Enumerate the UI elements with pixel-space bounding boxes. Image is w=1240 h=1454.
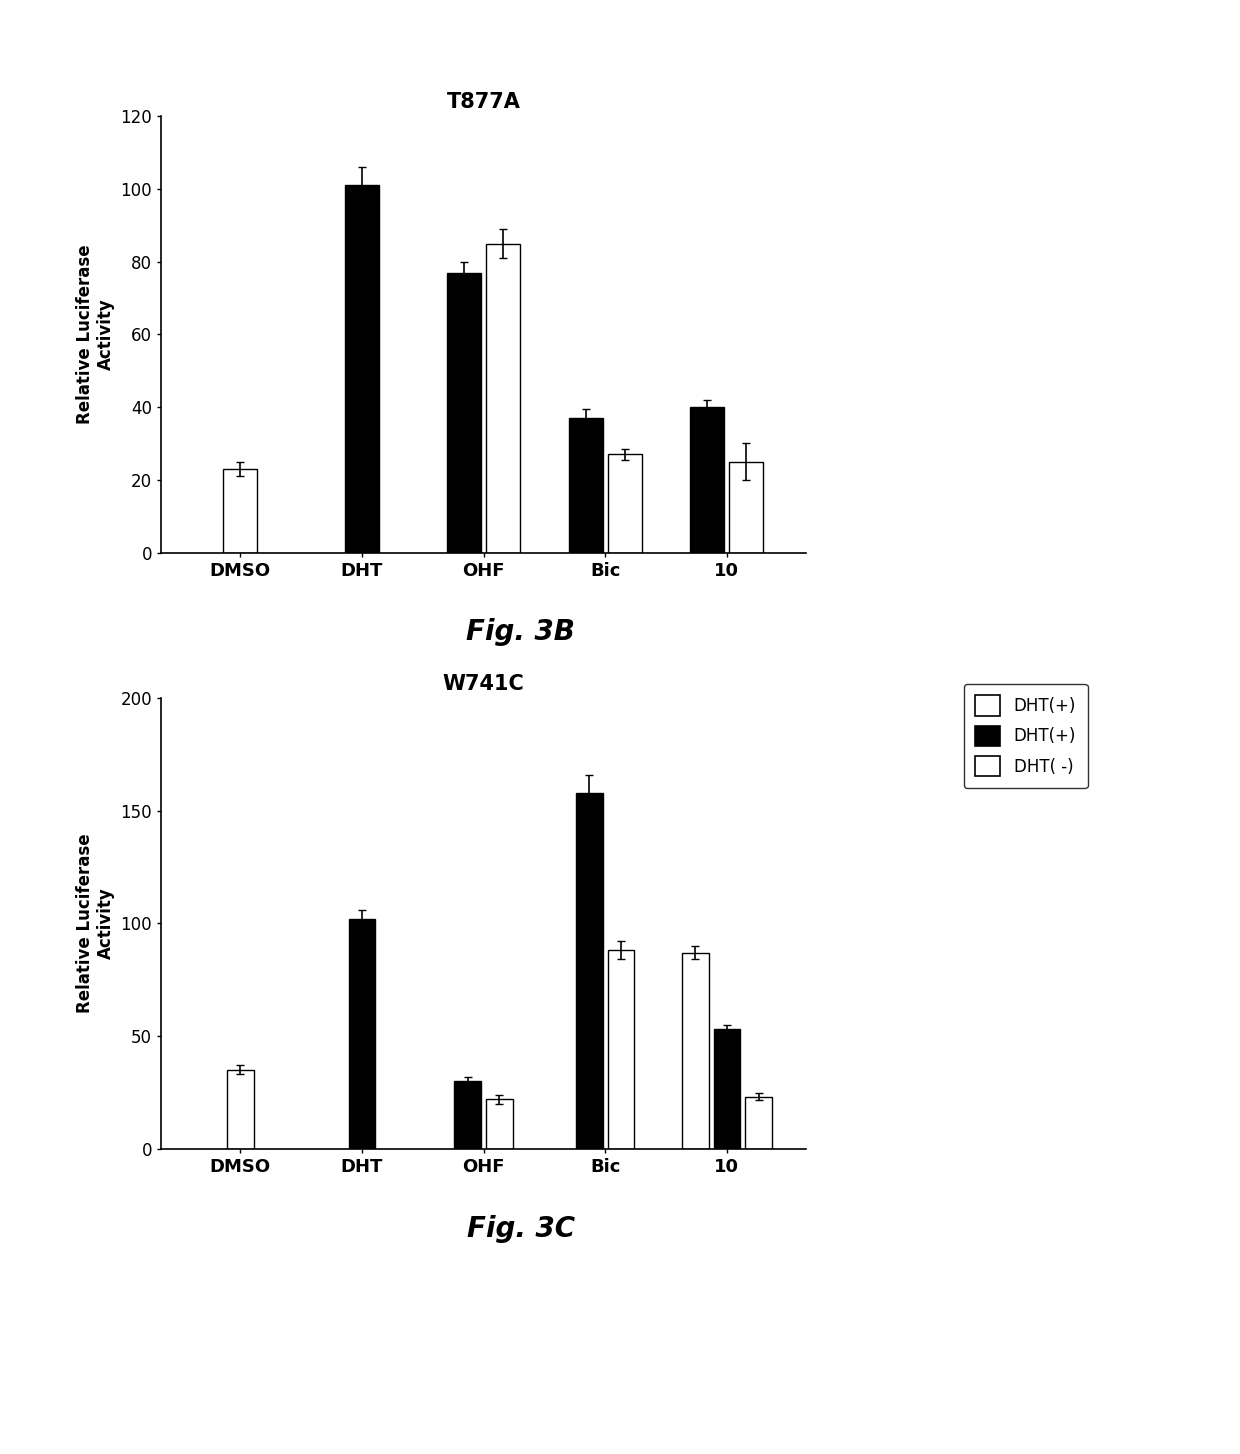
Bar <box>713 1029 740 1149</box>
Bar <box>729 462 764 553</box>
Text: Fig. 3C: Fig. 3C <box>466 1214 575 1243</box>
Bar <box>682 952 709 1149</box>
Bar <box>227 1070 254 1149</box>
Y-axis label: Relative Luciferase
Activity: Relative Luciferase Activity <box>76 833 115 1013</box>
Legend: DHT(+), DHT(+), DHT( -): DHT(+), DHT(+), DHT( -) <box>963 683 1087 788</box>
Bar <box>486 244 520 553</box>
Bar <box>223 468 258 553</box>
Text: Fig. 3B: Fig. 3B <box>466 618 575 647</box>
Bar <box>745 1096 773 1149</box>
Bar <box>577 792 603 1149</box>
Bar <box>345 186 379 553</box>
Bar <box>569 419 603 553</box>
Bar <box>448 273 481 553</box>
Title: W741C: W741C <box>443 673 525 694</box>
Bar <box>486 1099 513 1149</box>
Bar <box>608 454 642 553</box>
Bar <box>454 1082 481 1149</box>
Bar <box>348 919 376 1149</box>
Bar <box>608 951 635 1149</box>
Title: T877A: T877A <box>446 92 521 112</box>
Y-axis label: Relative Luciferase
Activity: Relative Luciferase Activity <box>76 244 115 425</box>
Bar <box>691 407 724 553</box>
